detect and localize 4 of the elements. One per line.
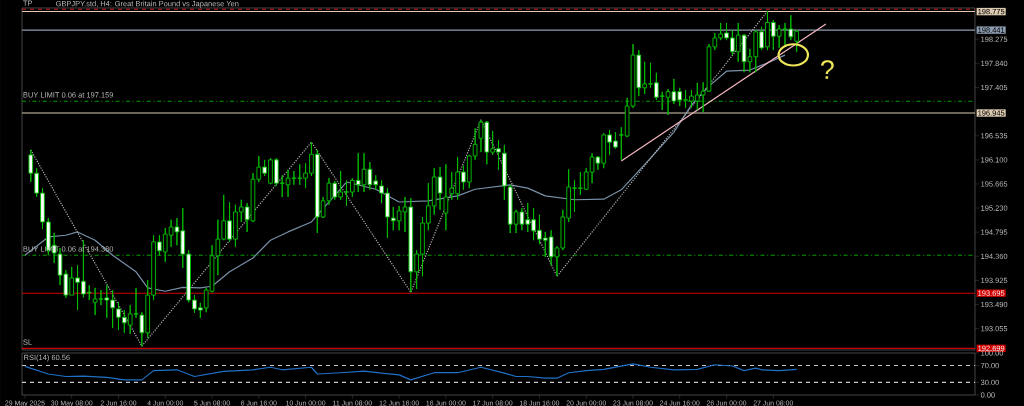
line-series [24, 54, 786, 292]
annotation: ? [820, 60, 834, 79]
candlestick [443, 163, 449, 231]
line-series [24, 363, 798, 381]
